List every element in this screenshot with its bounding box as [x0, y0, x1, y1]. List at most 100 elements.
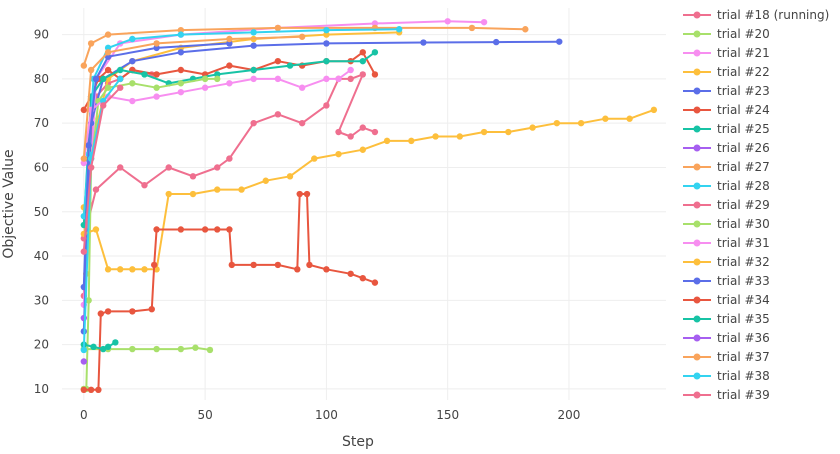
legend-label: trial #23	[717, 84, 770, 98]
legend-swatch-marker	[693, 258, 701, 266]
data-point	[383, 137, 391, 145]
series-line	[82, 78, 121, 350]
legend-label: trial #22	[717, 65, 770, 79]
data-point	[80, 155, 88, 162]
data-point	[395, 26, 403, 33]
data-point	[250, 42, 257, 49]
data-point	[250, 119, 257, 127]
data-point	[468, 24, 476, 32]
data-point	[262, 177, 269, 184]
legend-item[interactable]: trial #29	[683, 198, 770, 212]
data-point	[420, 39, 427, 46]
legend-item[interactable]: trial #25	[683, 122, 770, 136]
y-tick-label: 60	[34, 160, 49, 174]
data-point	[480, 128, 488, 136]
x-tick-label: 50	[197, 408, 212, 422]
legend-item[interactable]: trial #38	[683, 369, 770, 383]
legend-item[interactable]: trial #18 (running)	[683, 8, 829, 22]
legend-label: trial #27	[717, 160, 770, 174]
data-point	[189, 173, 197, 180]
data-point	[80, 62, 88, 69]
data-point	[129, 97, 136, 105]
legend-item[interactable]: trial #39	[683, 388, 770, 402]
series-group	[80, 84, 124, 255]
legend-item[interactable]: trial #30	[683, 217, 770, 231]
data-point	[323, 31, 330, 38]
data-point	[359, 124, 366, 131]
data-point	[323, 75, 330, 83]
legend-item[interactable]: trial #34	[683, 293, 770, 307]
data-point	[87, 40, 95, 47]
data-point	[100, 102, 107, 109]
data-point	[129, 35, 136, 43]
legend-swatch-marker	[693, 30, 701, 38]
legend-label: trial #36	[717, 331, 770, 345]
data-point	[228, 261, 235, 269]
data-point	[214, 226, 221, 233]
legend-label: trial #31	[717, 236, 770, 250]
legend-item[interactable]: trial #21	[683, 46, 770, 60]
legend-item[interactable]: trial #26	[683, 141, 770, 155]
data-point	[104, 31, 112, 38]
data-point	[214, 164, 221, 171]
legend-swatch-marker	[693, 315, 701, 323]
data-point	[100, 345, 107, 353]
series-group	[80, 358, 88, 365]
data-point	[226, 226, 233, 233]
series-group	[80, 190, 379, 394]
legend-item[interactable]: trial #23	[683, 84, 770, 98]
data-point	[117, 164, 124, 171]
data-point	[298, 33, 306, 40]
data-point	[177, 88, 185, 96]
data-point	[141, 266, 148, 273]
data-point	[274, 24, 282, 32]
data-point	[177, 49, 185, 56]
legend-item[interactable]: trial #35	[683, 312, 770, 326]
data-point	[117, 66, 124, 74]
legend-item[interactable]: trial #22	[683, 65, 770, 79]
data-point	[80, 358, 88, 365]
data-point	[347, 66, 354, 74]
y-tick-label: 20	[34, 338, 49, 352]
data-point	[177, 31, 185, 38]
series-line	[83, 193, 376, 391]
data-point	[87, 66, 95, 74]
data-point	[177, 66, 185, 74]
legend-item[interactable]: trial #28	[683, 179, 770, 193]
legend-item[interactable]: trial #27	[683, 160, 770, 174]
legend-item[interactable]: trial #31	[683, 236, 770, 250]
data-point	[87, 164, 95, 171]
legend-item[interactable]: trial #36	[683, 331, 770, 345]
data-point	[85, 142, 92, 149]
legend-swatch-marker	[693, 372, 701, 380]
legend-swatch-marker	[693, 125, 701, 133]
series-group	[80, 29, 403, 277]
data-point	[95, 386, 102, 394]
data-point	[323, 26, 330, 34]
legend-item[interactable]: trial #37	[683, 350, 770, 364]
data-point	[226, 80, 233, 87]
series-line	[82, 35, 303, 159]
legend-item[interactable]: trial #20	[683, 27, 770, 41]
series-line	[83, 77, 218, 390]
data-point	[226, 155, 233, 162]
legend-item[interactable]: trial #32	[683, 255, 770, 269]
data-point	[274, 75, 282, 83]
data-point	[189, 190, 197, 198]
data-point	[323, 266, 330, 273]
data-point	[250, 261, 257, 269]
data-point	[371, 20, 379, 27]
legend-item[interactable]: trial #33	[683, 274, 770, 288]
data-point	[129, 266, 136, 273]
data-point	[104, 44, 112, 52]
data-point	[87, 386, 95, 394]
legend-swatch-marker	[693, 106, 701, 114]
data-point	[306, 261, 313, 269]
series-layer	[80, 18, 658, 394]
legend-item[interactable]: trial #24	[683, 103, 770, 117]
data-point	[117, 266, 124, 273]
series-group	[80, 106, 658, 273]
legend-label: trial #29	[717, 198, 770, 212]
legend-swatch-marker	[693, 144, 701, 152]
